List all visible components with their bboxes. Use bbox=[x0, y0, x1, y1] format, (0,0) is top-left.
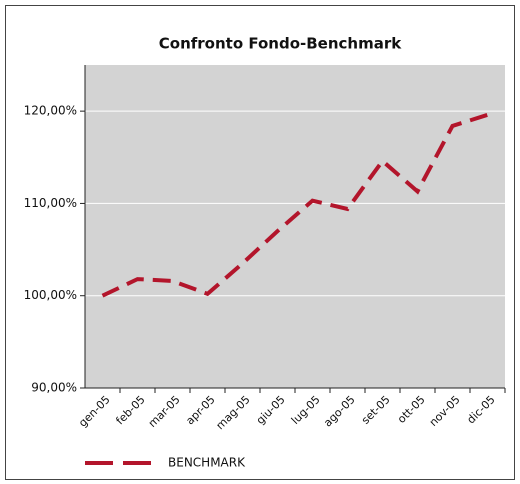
series-line bbox=[101, 112, 489, 298]
legend-label: BENCHMARK bbox=[168, 456, 246, 470]
plot-area bbox=[85, 65, 505, 388]
y-tick-label: 90,00% bbox=[31, 381, 77, 395]
y-tick-label: 120,00% bbox=[24, 104, 77, 118]
y-tick-label: 100,00% bbox=[24, 288, 77, 302]
y-tick-label: 110,00% bbox=[24, 196, 77, 210]
chart-title: Confronto Fondo-Benchmark bbox=[159, 35, 402, 53]
